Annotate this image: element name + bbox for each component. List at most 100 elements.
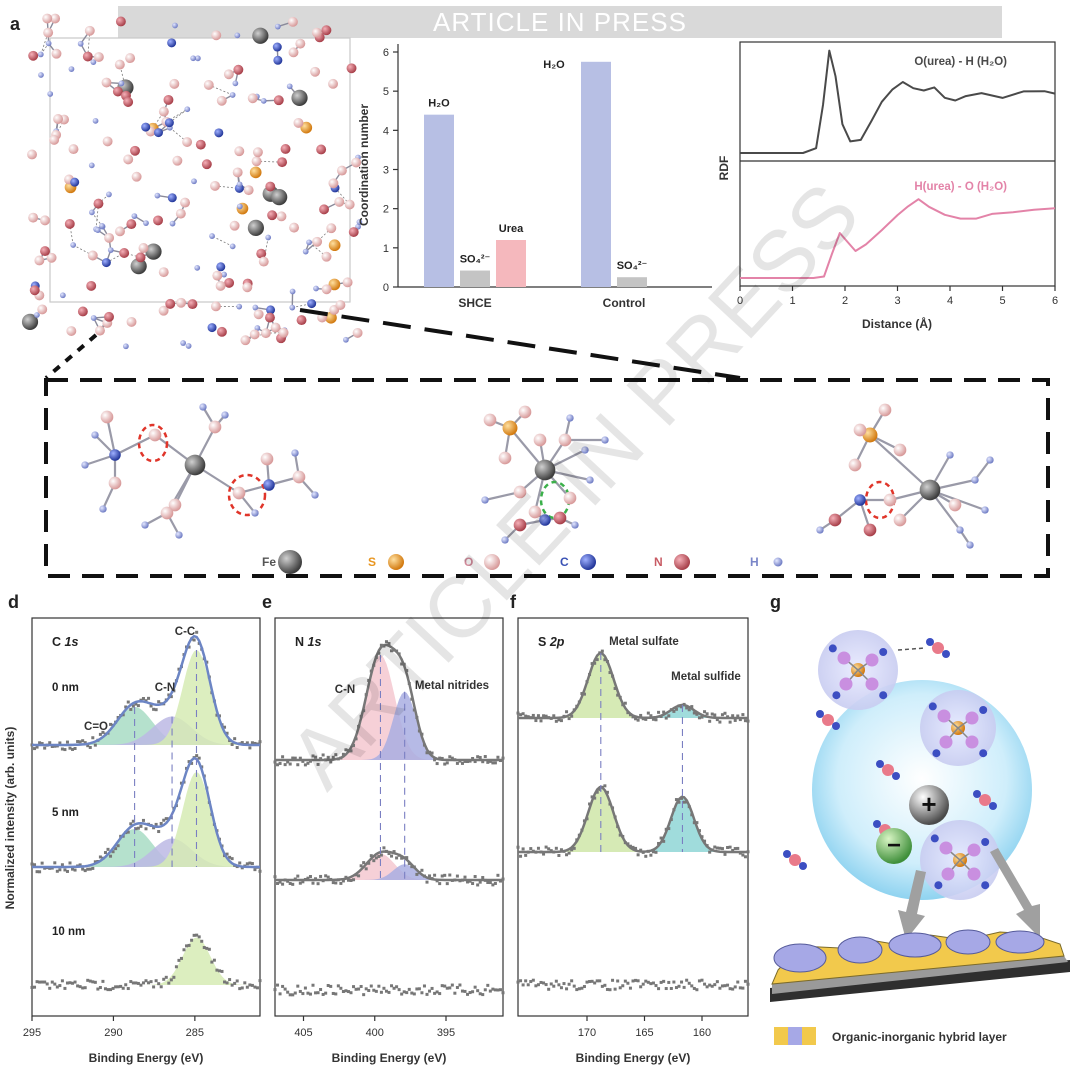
xps-data-point bbox=[225, 731, 229, 735]
cluster-bond bbox=[869, 434, 931, 491]
bar-0-0 bbox=[424, 114, 454, 288]
atom-o bbox=[102, 136, 113, 147]
legend-label-n: N bbox=[654, 555, 663, 569]
xps-data-point bbox=[392, 986, 396, 990]
xps-data-point bbox=[572, 846, 576, 850]
xps-data-point bbox=[590, 795, 594, 799]
xps-data-point bbox=[379, 853, 383, 857]
xps-data-point bbox=[195, 933, 199, 937]
xps-data-point bbox=[501, 756, 505, 760]
rdf-series-label-1: H(urea) - O (H₂O) bbox=[914, 181, 1007, 193]
xps-data-point bbox=[526, 715, 530, 719]
atom-o bbox=[234, 146, 245, 157]
atom-c bbox=[272, 42, 282, 52]
xps-data-point bbox=[139, 983, 143, 987]
bar-1-1 bbox=[617, 277, 647, 287]
xps-data-point bbox=[278, 992, 282, 996]
xps-data-point bbox=[491, 883, 495, 887]
xps-data-point bbox=[519, 713, 523, 717]
xps-data-point bbox=[588, 980, 592, 984]
xps-data-point bbox=[301, 759, 305, 763]
xps-x-tick-label: 405 bbox=[294, 1027, 312, 1039]
cluster-cation bbox=[832, 691, 841, 700]
atom-o bbox=[288, 47, 299, 58]
xps-data-point bbox=[65, 981, 69, 985]
xps-x-tick-label: 170 bbox=[578, 1027, 596, 1039]
xps-data-point bbox=[111, 850, 115, 854]
atom-o bbox=[158, 267, 169, 278]
cluster-atom-fe bbox=[184, 454, 206, 476]
xps-data-point bbox=[435, 762, 439, 766]
atom-c bbox=[167, 38, 177, 48]
atom-h bbox=[260, 97, 267, 104]
cluster-atom-h bbox=[581, 446, 589, 454]
legend-label-o: O bbox=[464, 555, 473, 569]
cluster-atom-o bbox=[100, 410, 114, 424]
xps-data-point bbox=[521, 712, 525, 716]
xps-data-point bbox=[720, 847, 724, 851]
bar-series-label: H₂O bbox=[543, 59, 565, 71]
xps-data-point bbox=[359, 984, 363, 988]
cluster-oxygen bbox=[967, 843, 981, 857]
atom-n bbox=[277, 157, 288, 168]
xps-data-point bbox=[410, 865, 414, 869]
atom-n bbox=[273, 95, 284, 106]
atom-c bbox=[214, 128, 224, 138]
xps-data-point bbox=[167, 693, 171, 697]
xps-data-point bbox=[402, 990, 406, 994]
atom-h bbox=[106, 191, 112, 198]
cluster-atom-fe bbox=[534, 459, 556, 481]
xps-data-point bbox=[718, 986, 722, 990]
xps-data-point bbox=[303, 986, 307, 990]
water-hydrogen bbox=[832, 722, 840, 730]
xps-data-point bbox=[552, 714, 556, 718]
xps-data-point bbox=[544, 845, 548, 849]
legend-atom-o bbox=[484, 554, 500, 570]
xps-data-point bbox=[713, 983, 717, 987]
cluster-atom-o bbox=[498, 451, 512, 465]
xps-x-axis-label: Binding Energy (eV) bbox=[332, 1051, 447, 1065]
atom-n bbox=[130, 145, 140, 156]
cation-charge bbox=[909, 785, 949, 825]
xps-title-orbital: 2p bbox=[549, 635, 565, 649]
xps-data-point bbox=[448, 873, 452, 877]
atom-o bbox=[216, 95, 227, 106]
atom-o bbox=[125, 53, 136, 64]
xps-data-point bbox=[65, 740, 69, 744]
xps-data-point bbox=[496, 755, 500, 759]
xps-data-point bbox=[608, 671, 612, 675]
xps-data-point bbox=[169, 978, 173, 982]
cluster-oxygen bbox=[965, 735, 979, 749]
atom-o bbox=[126, 316, 137, 327]
interaction-ellipse bbox=[227, 473, 267, 517]
bar-group-label: SHCE bbox=[458, 296, 491, 310]
xps-data-point bbox=[60, 863, 64, 867]
xps-data-point bbox=[286, 879, 290, 883]
atom-o bbox=[95, 325, 105, 336]
xps-data-point bbox=[463, 989, 467, 993]
xps-data-point bbox=[651, 850, 655, 854]
xps-data-point bbox=[71, 747, 75, 751]
xps-data-point bbox=[48, 866, 52, 870]
xps-data-point bbox=[395, 985, 399, 989]
cluster-atom-h bbox=[566, 414, 574, 422]
xps-data-point bbox=[93, 860, 97, 864]
xps-data-point bbox=[81, 739, 85, 743]
xps-data-point bbox=[715, 846, 719, 850]
xps-data-point bbox=[481, 993, 485, 997]
xps-data-point bbox=[339, 986, 343, 990]
xps-data-point bbox=[723, 852, 727, 856]
xps-data-point bbox=[53, 861, 57, 865]
xps-data-point bbox=[438, 992, 442, 996]
xps-x-tick-label: 285 bbox=[186, 1027, 204, 1039]
xps-data-point bbox=[364, 867, 368, 871]
atom-h bbox=[118, 80, 125, 87]
xps-data-point bbox=[613, 987, 617, 991]
xps-data-point bbox=[306, 761, 310, 765]
xps-data-point bbox=[60, 979, 64, 983]
xps-data-point bbox=[634, 846, 638, 850]
cluster-atom-h bbox=[251, 509, 259, 517]
xps-peak-label-1: Metal nitrides bbox=[415, 680, 489, 692]
xps-data-point bbox=[35, 745, 39, 749]
fe-coordination-clusters bbox=[81, 403, 994, 549]
